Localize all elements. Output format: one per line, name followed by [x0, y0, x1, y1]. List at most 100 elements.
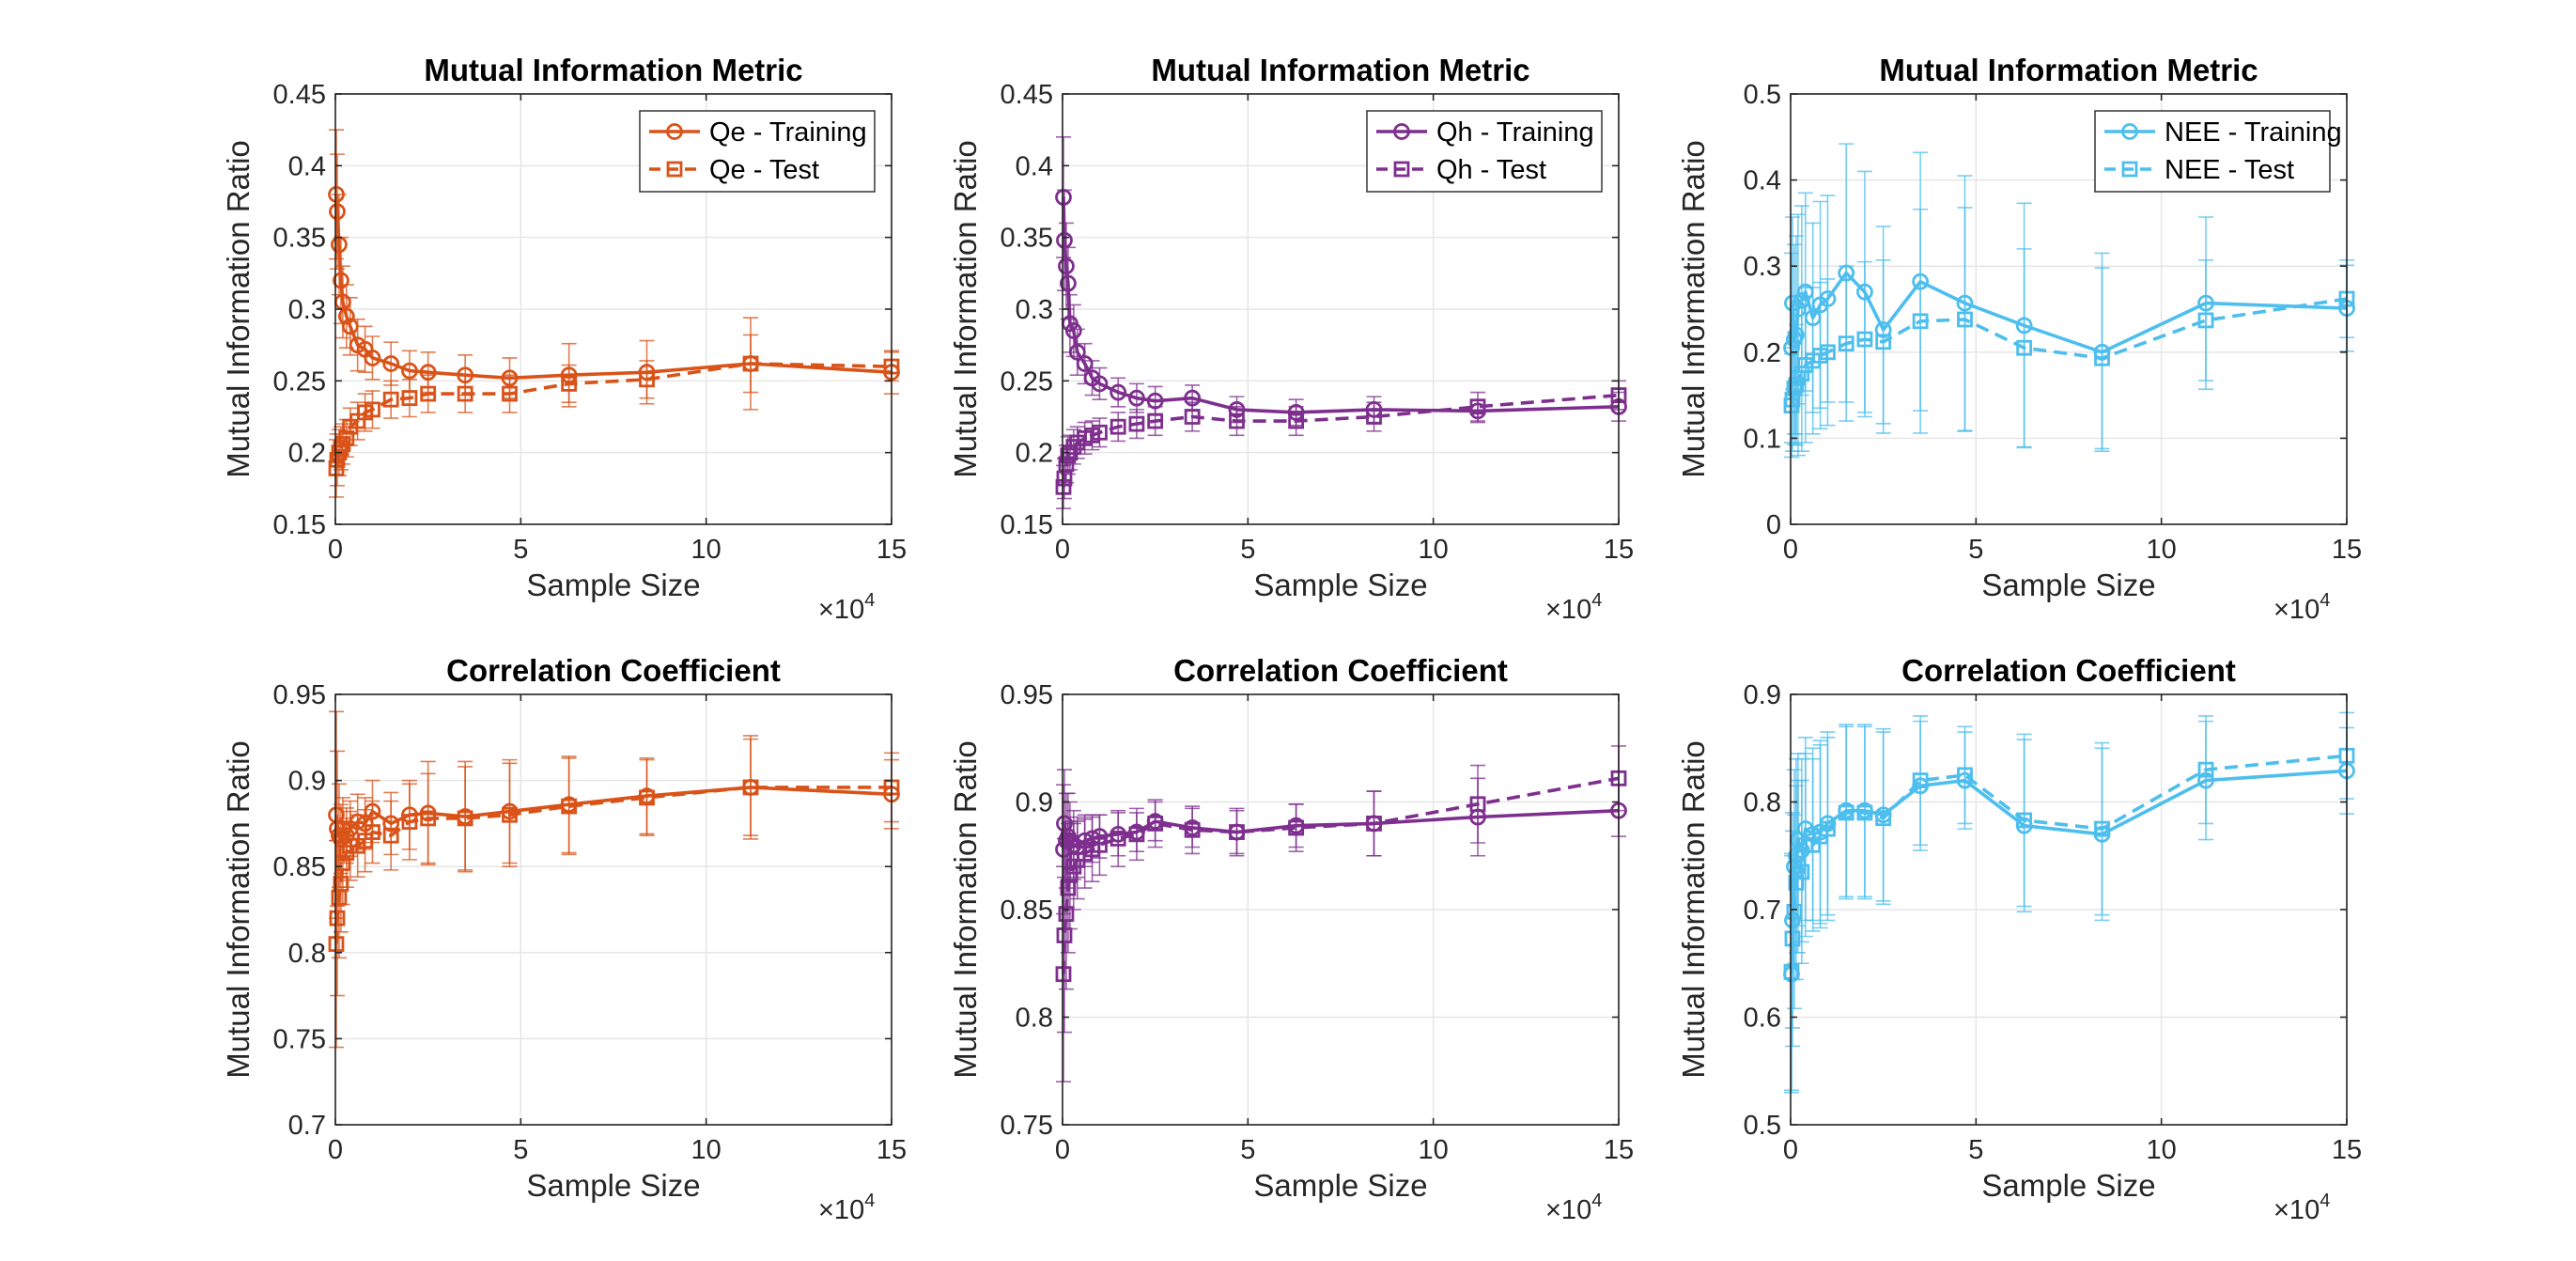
- legend-entry: Qe - Test: [649, 155, 819, 185]
- data-point: [401, 390, 418, 407]
- error-bar: [1366, 401, 1382, 432]
- data-point: [1784, 391, 1801, 408]
- x-axis-label: Sample Size: [526, 1168, 700, 1203]
- data-point: [1229, 824, 1245, 840]
- data-point: [1786, 380, 1803, 397]
- data-point: [1288, 413, 1305, 429]
- y-tick-label: 0.8: [1744, 788, 1781, 818]
- legend-marker: [1393, 123, 1410, 140]
- data-point: [561, 375, 578, 392]
- data-point: [338, 429, 355, 446]
- legend-entry: Qh - Training: [1376, 117, 1594, 148]
- data-point: [364, 350, 381, 366]
- y-axis-label: Mutual Information Ratio: [221, 140, 256, 478]
- legend-label: NEE - Test: [2165, 155, 2294, 185]
- y-axis-label: Mutual Information Ratio: [1676, 740, 1711, 1079]
- x-tick-label: 0: [328, 535, 343, 565]
- legend: Qe - Training Qe - Test: [639, 110, 876, 193]
- x-tick-label: 10: [1419, 1135, 1449, 1165]
- data-point: [1055, 189, 1072, 206]
- y-tick-label: 0.35: [1001, 224, 1053, 254]
- y-tick-label: 0.95: [273, 680, 326, 710]
- data-point: [1068, 343, 1086, 361]
- series-test: [1055, 380, 1627, 510]
- chart-panel-5: 0 5 10 15 0.75 0.8 0.85 0.9 0.95 Correlation Coef…: [948, 653, 1634, 1225]
- legend-entry: NEE - Training: [2104, 117, 2342, 148]
- data-point: [401, 362, 418, 380]
- series-test: [328, 334, 900, 498]
- data-point: [333, 272, 349, 289]
- data-point: [1875, 810, 1892, 827]
- y-tick-label: 0.5: [1744, 1111, 1781, 1141]
- y-tick-label: 0.15: [273, 510, 326, 540]
- error-bar: [1229, 807, 1245, 857]
- error-bar: [1128, 807, 1144, 862]
- y-tick-label: 0.45: [1001, 80, 1053, 110]
- data-point: [1366, 409, 1382, 425]
- x-tick-label: 10: [691, 535, 722, 565]
- x-axis-exponent: ×104: [1545, 1191, 1602, 1225]
- data-point: [639, 789, 655, 806]
- data-point: [1147, 413, 1164, 429]
- data-point: [329, 910, 346, 926]
- data-point: [2016, 339, 2033, 356]
- legend-box: [639, 110, 876, 193]
- y-tick-label: 0.95: [1001, 680, 1053, 710]
- y-axis-label: Mutual Information Ratio: [1676, 140, 1711, 478]
- data-point: [1469, 796, 1486, 813]
- y-tick-label: 0.4: [1744, 166, 1781, 196]
- x-axis-label: Sample Size: [526, 568, 700, 602]
- y-axis-label: Mutual Information Ratio: [948, 740, 983, 1079]
- exponent-base: ×10: [1545, 595, 1591, 625]
- data-point: [1786, 903, 1803, 920]
- x-tick-label: 10: [1419, 535, 1449, 565]
- chart-title: Mutual Information Metric: [1151, 53, 1529, 87]
- x-axis-exponent: ×104: [1545, 590, 1602, 625]
- data-point: [561, 798, 578, 815]
- data-point: [1957, 311, 1973, 328]
- series-line: [1062, 776, 1620, 974]
- data-point: [1856, 331, 1873, 348]
- y-tick-label: 0.7: [1744, 895, 1781, 926]
- x-tick-label: 15: [1604, 535, 1634, 565]
- x-tick-label: 5: [1240, 535, 1255, 565]
- data-point: [742, 779, 759, 796]
- data-point: [1838, 804, 1854, 821]
- exponent-power: 4: [1591, 1191, 1602, 1211]
- data-point: [1184, 409, 1201, 425]
- data-point: [1957, 767, 1973, 784]
- x-tick-label: 15: [2332, 535, 2362, 565]
- error-bar: [1110, 809, 1126, 868]
- legend-label: Qe - Training: [709, 117, 867, 148]
- legend-marker: [2121, 161, 2138, 178]
- legend-marker: [666, 123, 683, 140]
- chart-title: Mutual Information Metric: [424, 53, 802, 87]
- exponent-power: 4: [1591, 590, 1602, 611]
- error-bar: [1786, 331, 1802, 445]
- x-axis-exponent: ×104: [2273, 1191, 2330, 1225]
- y-tick-label: 0.45: [273, 80, 326, 110]
- error-bar: [1470, 391, 1486, 422]
- chart-title: Correlation Coefficient: [1173, 653, 1508, 688]
- legend-entry: Qe - Training: [649, 117, 867, 148]
- data-point: [1856, 804, 1873, 821]
- legend-box: [2094, 110, 2331, 193]
- data-point: [382, 355, 400, 372]
- axes-box: [1790, 93, 2348, 525]
- data-point: [457, 385, 473, 402]
- x-tick-label: 5: [1968, 1135, 1983, 1165]
- x-tick-label: 15: [877, 1135, 907, 1165]
- y-tick-label: 0.2: [288, 439, 326, 469]
- legend-marker: [2121, 123, 2138, 140]
- data-point: [1783, 964, 1800, 980]
- exponent-base: ×10: [1545, 1195, 1591, 1225]
- x-tick-label: 5: [1240, 1135, 1255, 1165]
- y-tick-label: 0.35: [273, 224, 326, 254]
- data-point: [1076, 355, 1094, 372]
- data-point: [1912, 772, 1929, 788]
- data-point: [1062, 866, 1079, 883]
- y-tick-label: 0.8: [1016, 1004, 1053, 1034]
- x-axis-label: Sample Size: [1981, 568, 2155, 602]
- legend-marker: [1393, 161, 1410, 178]
- exponent-base: ×10: [2273, 595, 2320, 625]
